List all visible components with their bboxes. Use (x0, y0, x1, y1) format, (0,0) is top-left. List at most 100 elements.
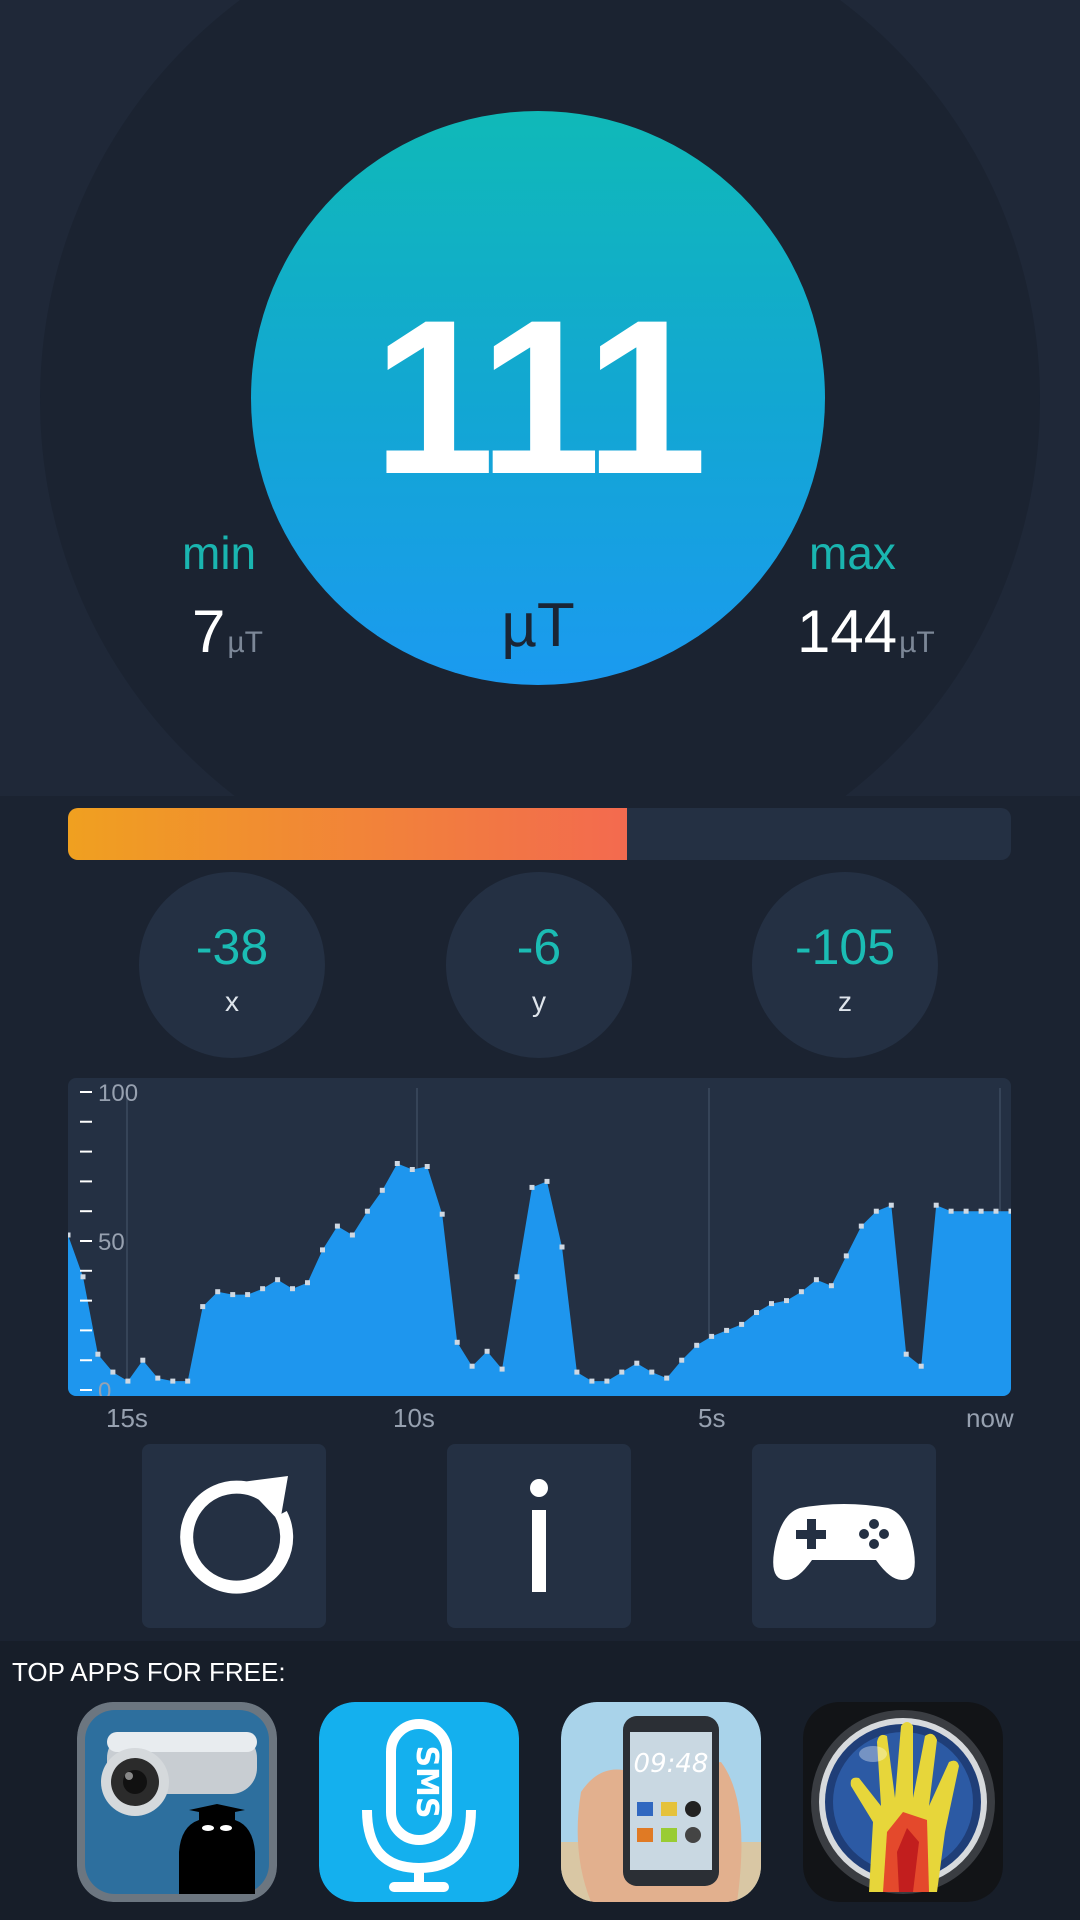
max-number: 144 (797, 598, 898, 665)
chart-data-point (993, 1208, 999, 1214)
chart-data-point (529, 1184, 535, 1190)
sms-badge: SMS (409, 1745, 444, 1818)
chart-data-point (125, 1378, 131, 1384)
chart-data-point (290, 1286, 295, 1292)
chart-data-point (604, 1378, 610, 1384)
axis-z-reading: -105 z (752, 872, 938, 1058)
chart-data-point (200, 1304, 206, 1310)
chart-data-point (439, 1211, 445, 1217)
chart-data-point (454, 1339, 460, 1345)
x-tick-5s: 5s (698, 1403, 726, 1433)
chart-data-point (68, 1232, 71, 1238)
security-camera-app-icon[interactable] (77, 1702, 277, 1902)
history-chart-svg: 100 50 0 (68, 1080, 1011, 1396)
chart-data-point (754, 1310, 759, 1315)
thermal-hand-app-icon[interactable] (803, 1702, 1003, 1902)
chart-data-point (619, 1369, 625, 1375)
level-progress-bar (68, 808, 1011, 860)
max-label: max (809, 527, 896, 579)
chart-data-point (185, 1378, 191, 1384)
axis-z-value: -105 (794, 919, 896, 975)
chart-data-point (933, 1202, 939, 1208)
chart-data-point (320, 1247, 325, 1253)
chart-data-point (963, 1208, 969, 1214)
chart-area-series (68, 1163, 1011, 1396)
chart-data-point (245, 1292, 251, 1298)
x-tick-15s: 15s (106, 1403, 148, 1433)
chart-data-point (305, 1280, 310, 1286)
chart-data-point (694, 1342, 700, 1348)
axis-x-label: x (225, 986, 239, 1017)
transparent-screen-app-icon[interactable]: 09:48 (561, 1702, 761, 1902)
chart-data-point (978, 1208, 984, 1214)
level-progress-fill (68, 808, 628, 860)
chart-data-point (888, 1202, 894, 1208)
chart-data-point (364, 1208, 370, 1214)
chart-data-point (559, 1244, 565, 1250)
chart-data-point (739, 1321, 745, 1327)
chart-data-point (379, 1187, 385, 1193)
chart-data-point (873, 1208, 879, 1214)
chart-data-point (724, 1327, 730, 1333)
chart-data-point (140, 1357, 146, 1363)
chart-y-tick-label: 100 (98, 1080, 138, 1107)
chart-data-point (784, 1298, 789, 1304)
field-strength-unit: µT (501, 591, 575, 660)
min-value: 7µT (192, 602, 263, 662)
chart-data-point (275, 1277, 281, 1283)
chart-data-point (499, 1366, 505, 1372)
chart-data-point (843, 1253, 849, 1259)
chart-data-point (918, 1363, 924, 1369)
chart-data-point (170, 1378, 176, 1384)
min-unit: µT (227, 626, 263, 659)
chart-data-point (230, 1292, 236, 1298)
axis-y-reading: -6 y (446, 872, 632, 1058)
reset-button[interactable] (142, 1444, 326, 1628)
info-button[interactable] (447, 1444, 631, 1628)
chart-data-point (424, 1164, 430, 1169)
chart-data-point (484, 1348, 490, 1354)
axis-y-value: -6 (516, 919, 562, 975)
meter-circle: 111 µT (251, 111, 825, 685)
chart-data-point (948, 1208, 954, 1214)
chart-data-point (514, 1274, 520, 1280)
games-button[interactable] (752, 1444, 936, 1628)
chart-data-point (394, 1161, 400, 1166)
chart-data-point (813, 1277, 819, 1283)
chart-data-point (649, 1369, 655, 1375)
refresh-icon (180, 1476, 294, 1594)
max-unit: µT (899, 626, 935, 659)
x-tick-now: now (966, 1403, 1014, 1433)
min-label: min (182, 527, 257, 579)
chart-data-point (903, 1351, 909, 1357)
chart-data-point (664, 1375, 670, 1381)
axis-z-label: z (838, 986, 852, 1017)
chart-y-tick-label: 0 (98, 1378, 111, 1396)
info-icon (530, 1479, 548, 1592)
chart-data-point (215, 1289, 221, 1295)
axis-y-label: y (532, 986, 546, 1017)
chart-data-point (469, 1363, 475, 1369)
chart-data-point (574, 1369, 580, 1375)
chart-data-point (709, 1333, 715, 1339)
chart-data-point (828, 1283, 834, 1289)
chart-data-point (349, 1232, 355, 1238)
chart-data-point (260, 1286, 266, 1292)
chart-data-point (95, 1351, 101, 1357)
chart-data-point (858, 1223, 864, 1229)
chart-data-point (679, 1357, 685, 1363)
chart-data-point (544, 1178, 550, 1184)
chart-data-point (110, 1369, 116, 1375)
sms-voice-app-icon[interactable]: SMS (319, 1702, 519, 1902)
x-tick-10s: 10s (393, 1403, 435, 1433)
axis-x-reading: -38 x (139, 872, 325, 1058)
promo-apps-section: TOP APPS FOR FREE: SMS (0, 1641, 1080, 1920)
min-number: 7 (192, 598, 226, 665)
chart-data-point (1008, 1208, 1011, 1214)
field-strength-value: 111 (372, 274, 708, 520)
chart-data-point (409, 1167, 415, 1172)
chart-data-point (155, 1375, 161, 1381)
chart-data-point (634, 1360, 640, 1366)
promo-apps-title: TOP APPS FOR FREE: (12, 1657, 286, 1687)
chart-y-tick-label: 50 (98, 1229, 125, 1256)
